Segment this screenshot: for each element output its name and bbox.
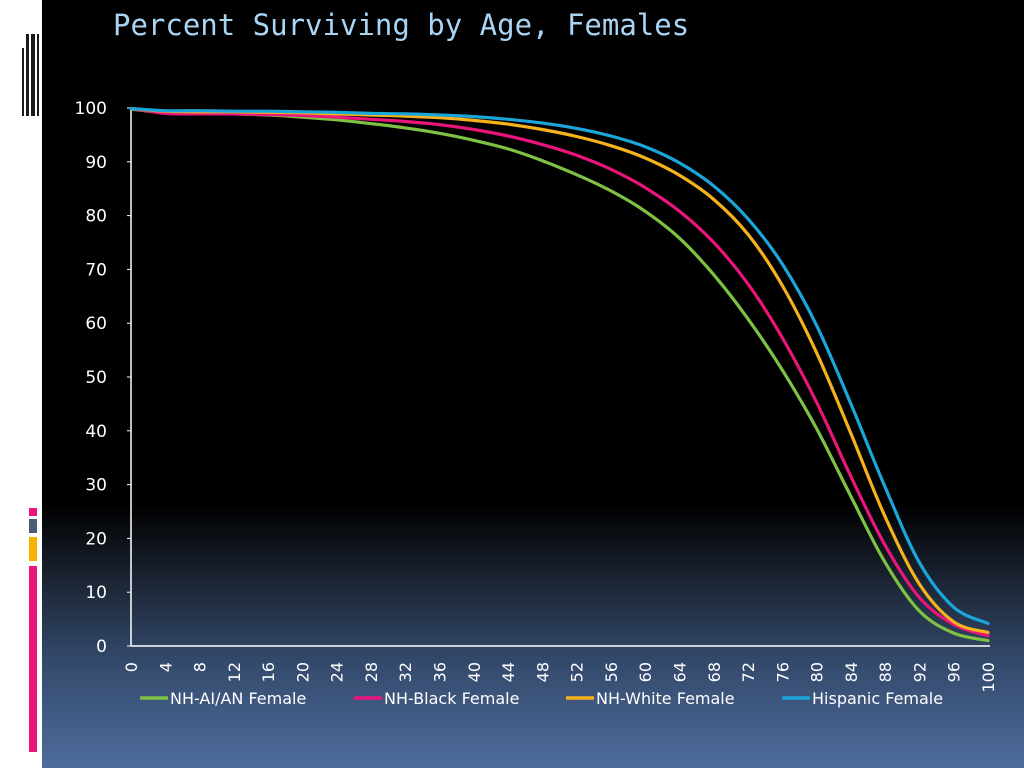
x-tick-label: 20: [293, 662, 312, 682]
x-tick-label: 88: [876, 662, 895, 682]
series-lines: [129, 106, 990, 643]
legend-label: NH-Black Female: [384, 689, 519, 708]
y-tick-label: 20: [85, 529, 107, 549]
chart-title: Percent Surviving by Age, Females: [113, 8, 690, 42]
x-tick-label: 92: [910, 662, 929, 682]
y-tick-labels: 0 10 20 30 40 50 60 70 80 90 100: [75, 99, 131, 657]
legend-label: NH-White Female: [596, 689, 735, 708]
legend: NH-AI/AN Female NH-Black Female NH-White F…: [140, 689, 943, 708]
legend-label: NH-AI/AN Female: [170, 689, 306, 708]
top-bar-4: [22, 48, 24, 116]
x-tick-label: 12: [225, 662, 244, 682]
x-tick-label: 40: [465, 662, 484, 682]
series-line-0: [129, 107, 990, 643]
x-tick-label: 48: [533, 662, 552, 682]
series-line-1: [129, 106, 990, 638]
x-tick-label: 72: [739, 662, 758, 682]
x-tick-label: 68: [705, 662, 724, 682]
y-tick-label: 60: [85, 314, 107, 334]
x-tick-label: 4: [156, 662, 175, 672]
x-tick-labels: 0 4 8 12 16 20 24 28 32 36 40 44 48 52 56 60 64 68 72 76 80 8…: [122, 662, 998, 693]
top-bar-1: [26, 34, 29, 116]
x-tick-label: 24: [328, 662, 347, 682]
accent-bar-slate: [29, 519, 37, 533]
top-bar-3: [37, 34, 39, 116]
x-tick-label: 96: [945, 662, 964, 682]
x-tick-label: 44: [499, 662, 518, 682]
accent-bar-pink-small: [29, 508, 37, 516]
x-tick-label: 100: [979, 662, 998, 693]
y-tick-label: 80: [85, 207, 107, 227]
x-tick-label: 56: [602, 662, 621, 682]
x-tick-label: 16: [259, 662, 278, 682]
y-tick-label: 0: [96, 637, 107, 657]
y-tick-label: 50: [85, 368, 107, 388]
x-tick-label: 36: [431, 662, 450, 682]
x-tick-label: 52: [568, 662, 587, 682]
series-line-3: [129, 106, 990, 625]
accent-bar-pink-long: [29, 566, 37, 752]
x-tick-label: 8: [191, 662, 210, 672]
x-tick-label: 64: [670, 662, 689, 682]
legend-label: Hispanic Female: [812, 689, 943, 708]
x-tick-label: 60: [636, 662, 655, 682]
top-bar-2: [31, 34, 35, 116]
x-tick-label: 28: [362, 662, 381, 682]
x-tick-label: 76: [773, 662, 792, 682]
y-tick-label: 70: [85, 260, 107, 280]
x-tick-label: 32: [396, 662, 415, 682]
x-tick-label: 0: [122, 662, 141, 672]
x-tick-label: 80: [808, 662, 827, 682]
y-tick-label: 10: [85, 583, 107, 603]
y-tick-label: 40: [85, 422, 107, 442]
accent-bar-amber: [29, 537, 37, 561]
y-tick-label: 30: [85, 476, 107, 496]
y-tick-label: 90: [85, 153, 107, 173]
series-line-2: [129, 106, 990, 635]
chart-axes: [130, 108, 990, 647]
x-tick-label: 84: [842, 662, 861, 682]
y-tick-label: 100: [75, 99, 107, 119]
